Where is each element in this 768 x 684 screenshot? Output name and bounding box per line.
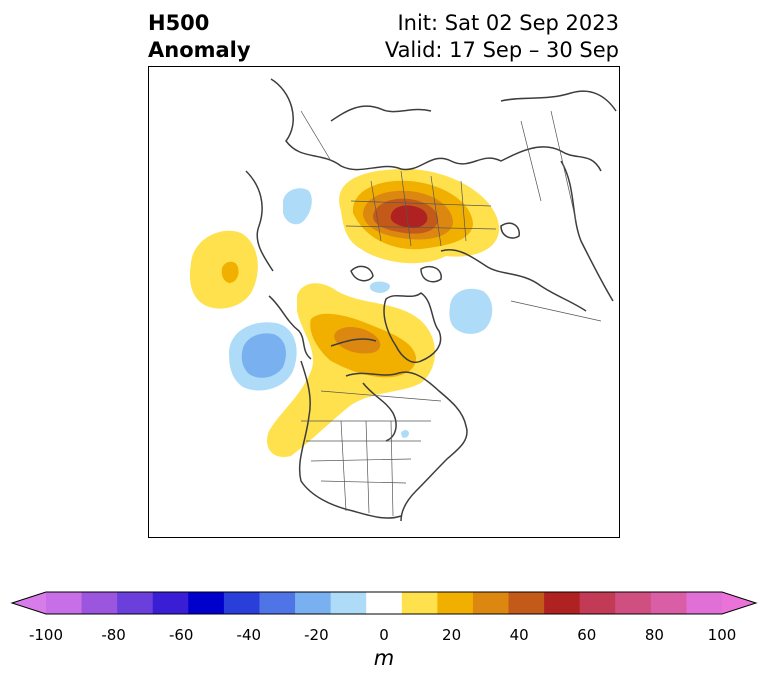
colorbar-segment (437, 592, 474, 614)
anomaly-shading (189, 169, 500, 457)
colorbar-segment (615, 592, 652, 614)
colorbar-segment (579, 592, 616, 614)
anomaly-negative-alaska-30 (241, 333, 286, 378)
anomaly-positive-canada-40 (334, 327, 381, 354)
anomaly-positive-siberia-60 (390, 205, 428, 228)
colorbar-tick-label: 20 (442, 626, 462, 644)
colorbar-tick-label: -80 (101, 626, 126, 644)
borders (300, 110, 602, 517)
colorbar-underflow-arrow (12, 592, 46, 614)
colorbar-tick-label: -60 (168, 626, 194, 644)
anomaly-negative-greatlakes (401, 430, 409, 438)
colorbar-unit: m (373, 646, 395, 670)
colorbar-tick-label: 0 (379, 626, 389, 644)
init-date: Init: Sat 02 Sep 2023 (397, 11, 619, 35)
map-svg (189, 78, 617, 522)
colorbar-tick-label: 80 (644, 626, 664, 644)
colorbar-tick-label: -100 (28, 626, 64, 644)
anomaly-negative-scandinavia (449, 288, 493, 334)
title-line-2: Anomaly (148, 38, 251, 62)
colorbar-tick-label: -40 (236, 626, 262, 644)
colorbar-segments (46, 592, 723, 614)
valid-range: Valid: 17 Sep – 30 Sep (384, 38, 619, 62)
anomaly-negative-arctic (369, 281, 390, 293)
colorbar-segment (188, 592, 225, 614)
title-line-1: H500 (148, 11, 210, 35)
date-info: Init: Sat 02 Sep 2023 Valid: 17 Sep – 30… (385, 10, 619, 64)
colorbar-segment (295, 592, 332, 614)
colorbar-segment (152, 592, 189, 614)
colorbar-segment (472, 592, 510, 614)
colorbar-segment (223, 592, 260, 614)
colorbar-segment (259, 592, 296, 614)
colorbar-segment (330, 592, 367, 614)
colorbar-tick-label: 100 (707, 626, 737, 644)
colorbar-tick-label: -20 (304, 626, 329, 644)
map-title: H500 Anomaly (148, 10, 251, 64)
colorbar-tick-label: 40 (509, 626, 529, 644)
colorbar-segment (686, 592, 723, 614)
colorbar-segment (81, 592, 118, 614)
colorbar-overflow-arrow (722, 592, 756, 614)
colorbar-segment (366, 592, 403, 614)
colorbar-segment (544, 592, 581, 614)
colorbar-tick-label: 60 (577, 626, 597, 644)
colorbar (10, 591, 758, 615)
colorbar-segment (117, 592, 154, 614)
colorbar-segment (650, 592, 687, 614)
colorbar-outline (10, 591, 758, 615)
colorbar-segment (46, 592, 83, 614)
anomaly-positive-pacific-20 (221, 261, 239, 283)
coastlines (245, 78, 617, 522)
anomaly-map (148, 66, 620, 538)
anomaly-negative-asia (283, 188, 312, 225)
colorbar-segment (508, 592, 545, 614)
colorbar-segment (401, 592, 438, 614)
